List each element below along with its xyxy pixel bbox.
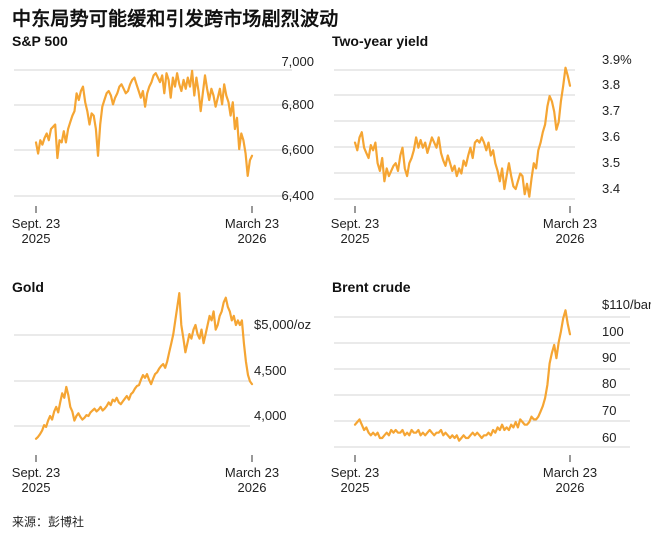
y-tick-label: 3.9% — [602, 52, 632, 67]
x-tick-label: 2026 — [556, 231, 585, 246]
y-tick-label: 60 — [602, 430, 616, 445]
y-tick-label: 7,000 — [281, 54, 314, 69]
y-tick-label: 4,500 — [254, 363, 287, 378]
x-tick-label: 2026 — [238, 231, 267, 246]
x-tick-label: Sept. 23 — [12, 216, 60, 231]
x-tick-label: March 23 — [225, 465, 279, 480]
x-tick-label: March 23 — [225, 216, 279, 231]
y-tick-label: $5,000/oz — [254, 317, 311, 332]
series-line — [34, 69, 254, 177]
source-note: 来源：彭博社 — [12, 515, 85, 529]
y-tick-label: 3.4 — [602, 181, 620, 196]
y-tick-label: 100 — [602, 324, 624, 339]
x-tick-label: Sept. 23 — [331, 216, 379, 231]
chart-panel-twoyr: Two-year yield 3.9% 3.8 3.7 3.6 3.5 3.4 Sept. 2… — [331, 33, 632, 246]
x-tick-label: 2025 — [341, 480, 370, 495]
chart-title: Brent crude — [332, 279, 411, 295]
series-line — [34, 292, 254, 440]
chart-title: Gold — [12, 279, 44, 295]
y-tick-label: 3.5 — [602, 155, 620, 170]
x-tick-label: 2026 — [556, 480, 585, 495]
page-title: 中东局势可能缓和引发跨市场剧烈波动 — [12, 8, 339, 30]
y-tick-label: 3.6 — [602, 129, 620, 144]
y-tick-label: 70 — [602, 403, 616, 418]
y-tick-label: 6,600 — [281, 142, 314, 157]
y-tick-label: 6,800 — [281, 97, 314, 112]
chart-title: Two-year yield — [332, 33, 428, 49]
x-tick-label: 2025 — [22, 231, 51, 246]
y-tick-label: 4,000 — [254, 408, 287, 423]
y-tick-label: 3.8 — [602, 77, 620, 92]
x-tick-label: 2025 — [22, 480, 51, 495]
x-tick-label: 2026 — [238, 480, 267, 495]
y-tick-label: 3.7 — [602, 103, 620, 118]
chart-title: S&P 500 — [12, 33, 68, 49]
x-tick-label: March 23 — [543, 216, 597, 231]
y-tick-label: 80 — [602, 376, 616, 391]
y-tick-label: 90 — [602, 350, 616, 365]
chart-panel-brent: Brent crude $110/barrel 100 90 80 70 60 Sept. 2… — [331, 279, 651, 495]
x-tick-label: Sept. 23 — [12, 465, 60, 480]
series-line — [353, 309, 572, 442]
x-tick-label: March 23 — [543, 465, 597, 480]
y-tick-label: 6,400 — [281, 188, 314, 203]
series-line — [353, 66, 572, 198]
x-tick-label: Sept. 23 — [331, 465, 379, 480]
y-tick-label: $110/barrel — [602, 297, 651, 312]
x-tick-label: 2025 — [341, 231, 370, 246]
